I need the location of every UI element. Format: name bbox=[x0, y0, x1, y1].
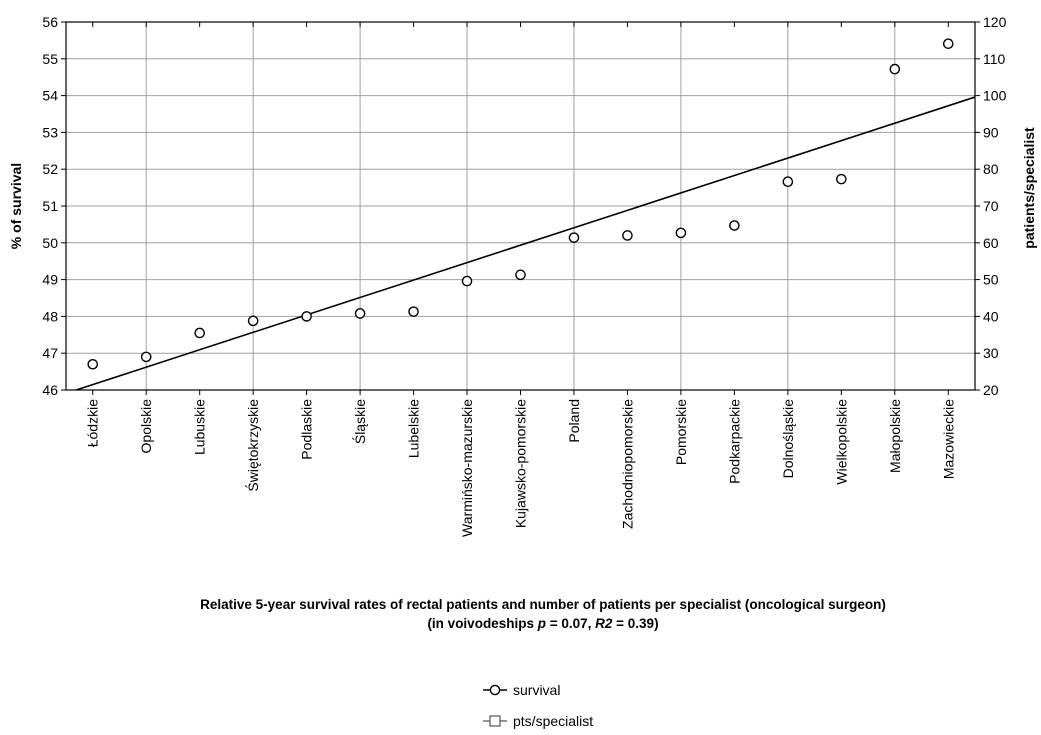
left-tick-label: 49 bbox=[42, 272, 58, 288]
survival-point bbox=[247, 315, 259, 327]
right-tick-label: 70 bbox=[983, 198, 999, 214]
left-tick-label: 53 bbox=[42, 124, 58, 140]
survival-point bbox=[194, 327, 205, 339]
category-label: Łódzkie bbox=[85, 399, 101, 447]
category-label: Poland bbox=[566, 399, 582, 443]
right-tick-label: 20 bbox=[983, 382, 999, 398]
category-label: Śląskie bbox=[351, 399, 368, 444]
axis-ticks bbox=[61, 21, 980, 395]
left-tick-label: 52 bbox=[42, 161, 58, 177]
category-tick-labels: Łódzkie Opolskie Lubuskie Świętokrzyskie Pod… bbox=[85, 399, 957, 537]
survival-point bbox=[675, 227, 687, 239]
left-tick-label: 48 bbox=[42, 308, 58, 324]
right-tick-label: 60 bbox=[983, 235, 999, 251]
left-tick-label: 50 bbox=[42, 235, 58, 251]
left-tick-label: 46 bbox=[42, 382, 58, 398]
category-label: Wielkopolskie bbox=[833, 399, 849, 485]
gridlines bbox=[66, 22, 975, 390]
category-label: Podkarpackie bbox=[726, 399, 742, 484]
survival-point bbox=[87, 358, 99, 370]
survival-point bbox=[836, 173, 847, 185]
category-label: Dolnośląskie bbox=[780, 399, 796, 479]
caption-part-1: (in voivodeships bbox=[427, 616, 537, 631]
category-label: Podlaskie bbox=[299, 399, 315, 460]
survival-point bbox=[782, 176, 794, 188]
survival-point bbox=[461, 275, 473, 287]
right-tick-label: 110 bbox=[983, 51, 1006, 67]
left-axis-title: % of survival bbox=[8, 163, 24, 249]
survival-point bbox=[408, 306, 419, 317]
left-tick-label: 56 bbox=[42, 14, 58, 30]
category-label: Kujawsko-pomorskie bbox=[513, 399, 529, 528]
right-tick-label: 50 bbox=[983, 272, 999, 288]
category-label: Małopolskie bbox=[887, 399, 903, 473]
right-tick-label: 90 bbox=[983, 124, 999, 140]
category-label: Mazowieckie bbox=[940, 399, 956, 479]
survival-point bbox=[140, 351, 152, 363]
legend-survival-label: survival bbox=[513, 682, 560, 698]
legend: survival pts/specialist bbox=[483, 682, 593, 729]
legend-survival-marker bbox=[483, 684, 507, 696]
category-label: Warmińsko-mazurskie bbox=[459, 399, 475, 537]
category-label: Opolskie bbox=[138, 399, 154, 454]
survival-point bbox=[568, 232, 580, 243]
right-tick-label: 40 bbox=[983, 308, 999, 324]
right-axis-tick-labels: 20 30 40 50 60 70 80 90 100 110 120 bbox=[983, 14, 1007, 398]
category-label: Lubuskie bbox=[192, 399, 208, 455]
caption-p-symbol: p bbox=[537, 616, 546, 631]
survival-point bbox=[301, 311, 312, 322]
left-tick-label: 47 bbox=[42, 345, 58, 361]
survival-point bbox=[354, 308, 366, 319]
category-label: Zachodniopomorskie bbox=[619, 399, 635, 529]
caption-part-3: = 0.07, bbox=[546, 616, 595, 631]
chart-caption-line1: Relative 5-year survival rates of rectal… bbox=[200, 597, 886, 612]
survival-point bbox=[515, 269, 526, 281]
survival-point bbox=[729, 220, 740, 231]
category-label: Lubelskie bbox=[406, 399, 422, 458]
left-tick-label: 51 bbox=[42, 198, 58, 214]
survival-point bbox=[889, 63, 901, 75]
left-tick-label: 55 bbox=[42, 51, 58, 67]
right-tick-label: 30 bbox=[983, 345, 999, 361]
right-tick-label: 120 bbox=[983, 14, 1007, 30]
survival-point bbox=[622, 230, 633, 241]
legend-pts-marker bbox=[483, 715, 507, 727]
caption-part-5: = 0.39) bbox=[612, 616, 658, 631]
left-tick-label: 54 bbox=[42, 88, 58, 104]
left-axis-tick-labels: 46 47 48 49 50 51 52 53 54 55 56 bbox=[42, 14, 58, 398]
caption-r2-symbol: R2 bbox=[595, 616, 613, 631]
survival-point bbox=[942, 38, 954, 50]
category-label: Świętokrzyskie bbox=[244, 399, 261, 492]
legend-pts-label: pts/specialist bbox=[513, 713, 593, 729]
chart-caption-line2: (in voivodeships p = 0.07, R2 = 0.39) bbox=[427, 616, 658, 631]
survival-points bbox=[87, 38, 954, 370]
right-tick-label: 100 bbox=[983, 88, 1007, 104]
right-tick-label: 80 bbox=[983, 161, 999, 177]
right-axis-title: patients/specialist bbox=[1021, 127, 1037, 249]
survival-trend-line bbox=[75, 96, 976, 391]
category-label: Pomorskie bbox=[673, 399, 689, 465]
